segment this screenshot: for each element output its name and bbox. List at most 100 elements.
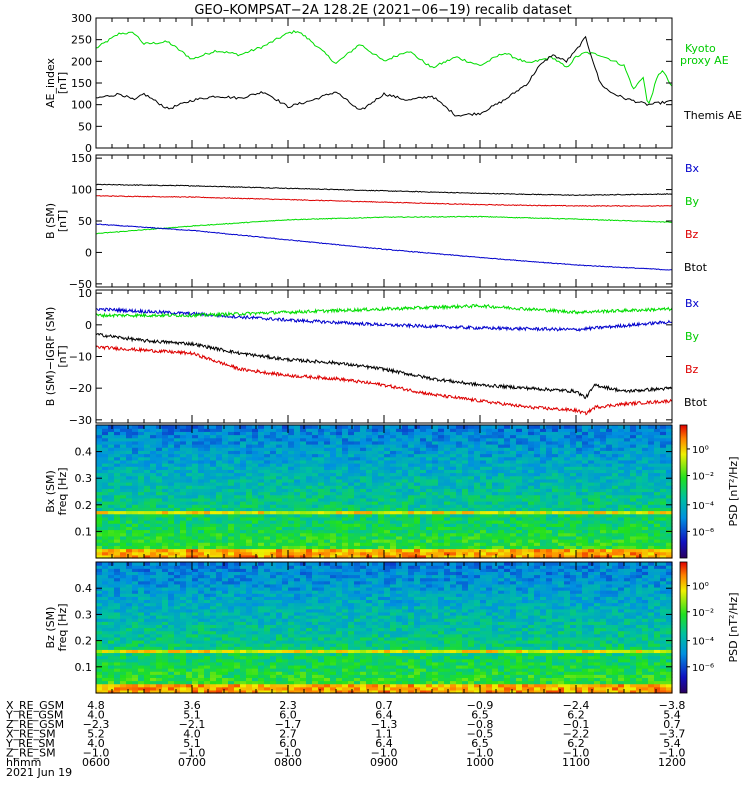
series-line-bx bbox=[96, 224, 672, 270]
y-tick-label: −20 bbox=[69, 382, 92, 395]
y-tick-label: 0.2 bbox=[75, 499, 93, 512]
y-tick-label: 100 bbox=[71, 99, 92, 112]
spectrogram-cell bbox=[258, 425, 265, 429]
spectrogram-cell bbox=[132, 425, 139, 429]
spectrogram-cell bbox=[150, 562, 157, 566]
y-tick-label: 0 bbox=[85, 246, 92, 259]
spectrogram-cell bbox=[114, 562, 121, 566]
y-tick-label: 300 bbox=[71, 12, 92, 25]
spectrogram-cell bbox=[300, 425, 307, 429]
spectrogram-cell bbox=[606, 425, 613, 429]
spectrogram-cell bbox=[270, 425, 277, 429]
spectrogram-cell bbox=[294, 425, 301, 429]
spectrogram-cell bbox=[162, 425, 169, 429]
chart-title: GEO–KOMPSAT−2A 128.2E (2021−06−19) recal… bbox=[194, 3, 571, 18]
series-line-by bbox=[96, 305, 672, 317]
spectrogram-cell bbox=[114, 425, 121, 429]
spectrogram-cell bbox=[222, 425, 229, 429]
spectrogram-cell bbox=[600, 425, 607, 429]
y-tick-label: 0.4 bbox=[75, 446, 93, 459]
spectrogram-cell bbox=[318, 425, 325, 429]
spectrogram-cell bbox=[408, 425, 415, 429]
y-tick-label: 150 bbox=[71, 152, 92, 165]
spectrogram-cell bbox=[402, 425, 409, 429]
series-line-btot bbox=[96, 334, 672, 399]
spectrogram-cell bbox=[210, 425, 217, 429]
spectrogram-cell bbox=[156, 562, 163, 566]
plot-frame bbox=[96, 155, 672, 287]
y-tick-label: 0.3 bbox=[75, 472, 93, 485]
colorbar-label: PSD [nT²/Hz] bbox=[727, 456, 740, 526]
panel-spectrogram-bz: 0.10.20.30.4Bz (SM)freq [Hz]10⁰10⁻²10⁻⁴1… bbox=[44, 562, 740, 694]
spectrogram-cell bbox=[396, 425, 403, 429]
colorbar-tick-label: 10⁻⁶ bbox=[692, 527, 714, 538]
spectrogram-cell bbox=[174, 425, 181, 429]
spectrogram-cell bbox=[648, 425, 655, 429]
spectrogram-cell bbox=[582, 425, 589, 429]
spectrogram-cell bbox=[324, 425, 331, 429]
spectrogram-cell bbox=[126, 562, 133, 566]
spectrogram-cell bbox=[252, 425, 259, 429]
spectrogram-cell bbox=[246, 425, 253, 429]
spectrogram-cell bbox=[588, 425, 595, 429]
y-axis-label: [nT] bbox=[56, 210, 69, 232]
y-tick-label: 250 bbox=[71, 34, 92, 47]
panel-spectrogram-bx: 0.10.20.30.4Bx (SM)freq [Hz]10⁰10⁻²10⁻⁴1… bbox=[44, 425, 740, 559]
spectrogram-cell bbox=[654, 425, 661, 429]
y-axis-label: [nT] bbox=[56, 345, 69, 367]
y-axis-label: freq [Hz] bbox=[56, 467, 69, 515]
spectrogram-cell bbox=[510, 425, 517, 429]
y-tick-label: −30 bbox=[69, 414, 92, 427]
series-line-bz bbox=[96, 346, 672, 415]
spectrogram-cell bbox=[156, 425, 163, 429]
y-axis-label: [nT] bbox=[56, 72, 69, 94]
y-tick-label: 50 bbox=[78, 215, 92, 228]
spectrogram-cell bbox=[264, 425, 271, 429]
spectrogram-cell bbox=[336, 425, 343, 429]
spectrogram-cell bbox=[552, 425, 559, 429]
spectrogram-cell bbox=[360, 425, 367, 429]
spectrogram-cell bbox=[558, 425, 565, 429]
spectrogram-cell bbox=[126, 425, 133, 429]
spectrogram-cell bbox=[342, 425, 349, 429]
spectrogram-cell bbox=[372, 425, 379, 429]
spectrogram-cell bbox=[162, 562, 169, 566]
spectrogram-cell bbox=[144, 425, 151, 429]
series-line-themis-ae bbox=[96, 37, 672, 116]
spectrogram-cell bbox=[420, 425, 427, 429]
spectrogram-cell bbox=[384, 425, 391, 429]
spectrogram-cell bbox=[462, 425, 469, 429]
y-tick-label: 150 bbox=[71, 77, 92, 90]
spectrogram-cell bbox=[168, 562, 175, 566]
spectrogram-cell bbox=[96, 425, 103, 429]
y-tick-label: 0 bbox=[85, 319, 92, 332]
spectrogram-cell bbox=[240, 425, 247, 429]
colorbar-tick-label: 10⁰ bbox=[692, 445, 709, 456]
spectrogram-cell bbox=[504, 425, 511, 429]
spectrogram-cell bbox=[390, 425, 397, 429]
spectrogram-cell bbox=[120, 562, 127, 566]
spectrogram-cell bbox=[108, 562, 115, 566]
y-tick-label: 50 bbox=[78, 120, 92, 133]
spectrogram-cell bbox=[612, 425, 619, 429]
spectrogram-cell bbox=[624, 425, 631, 429]
spectrogram-cell bbox=[450, 425, 457, 429]
spectrogram-cell bbox=[516, 425, 523, 429]
spectrogram-cell bbox=[348, 425, 355, 429]
spectrogram-cell bbox=[636, 425, 643, 429]
spectrogram-cell bbox=[312, 425, 319, 429]
spectrogram-cell bbox=[660, 425, 667, 429]
spectrogram-cell bbox=[498, 425, 505, 429]
spectrogram-cell bbox=[306, 425, 313, 429]
colorbar-tick-label: 10⁻² bbox=[692, 472, 714, 483]
spectrogram-cell bbox=[108, 425, 115, 429]
spectrogram-cell bbox=[642, 425, 649, 429]
series-line-btot bbox=[96, 184, 672, 195]
spectrogram-cell bbox=[546, 425, 553, 429]
spectrogram-cell bbox=[144, 562, 151, 566]
